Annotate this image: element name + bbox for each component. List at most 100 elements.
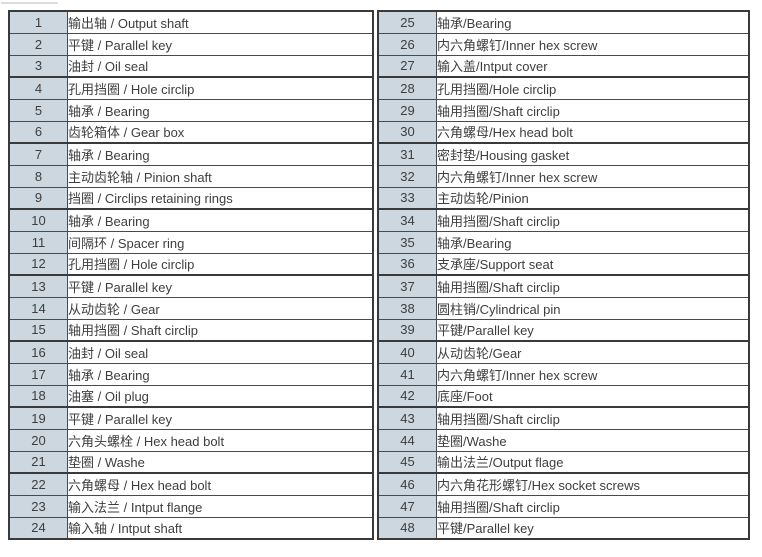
table-row: 37 轴用挡圈/Shaft circlip bbox=[377, 274, 750, 298]
table-row: 48 平键/Parallel key bbox=[377, 516, 750, 540]
part-description-cell: 垫圈/Washe bbox=[436, 428, 750, 452]
part-description-cell: 轴用挡圈/Shaft circlip bbox=[436, 98, 750, 122]
part-number-cell: 9 bbox=[8, 186, 68, 210]
part-number-cell: 17 bbox=[8, 362, 68, 386]
part-description-cell: 轴承/Bearing bbox=[436, 230, 750, 254]
part-number-cell: 28 bbox=[377, 76, 437, 100]
table-row: 42 底座/Foot bbox=[377, 384, 750, 408]
part-number-cell: 21 bbox=[8, 450, 68, 474]
table-row: 5 轴承 / Bearing bbox=[8, 98, 374, 122]
part-number-cell: 12 bbox=[8, 252, 68, 276]
top-left-artifact-line bbox=[1, 2, 58, 4]
part-number-cell: 14 bbox=[8, 296, 68, 320]
part-number-cell: 2 bbox=[8, 32, 68, 56]
part-description-cell: 内六角花形螺钉/Hex socket screws bbox=[436, 472, 750, 496]
table-row: 19 平键 / Parallel key bbox=[8, 406, 374, 430]
part-number-cell: 24 bbox=[8, 516, 68, 540]
table-row: 4 孔用挡圈 / Hole circlip bbox=[8, 76, 374, 100]
part-number-cell: 32 bbox=[377, 164, 437, 188]
part-description-cell: 轴用挡圈 / Shaft circlip bbox=[67, 318, 374, 342]
part-description-cell: 主动齿轮/Pinion bbox=[436, 186, 750, 210]
part-description-cell: 底座/Foot bbox=[436, 384, 750, 408]
part-number-cell: 8 bbox=[8, 164, 68, 188]
table-row: 39 平键/Parallel key bbox=[377, 318, 750, 342]
table-row: 33 主动齿轮/Pinion bbox=[377, 186, 750, 210]
part-description-cell: 平键/Parallel key bbox=[436, 516, 750, 540]
part-description-cell: 输入盖/Intput cover bbox=[436, 54, 750, 78]
part-description-cell: 孔用挡圈/Hole circlip bbox=[436, 76, 750, 100]
part-number-cell: 44 bbox=[377, 428, 437, 452]
table-row: 12 孔用挡圈 / Hole circlip bbox=[8, 252, 374, 276]
part-description-cell: 支承座/Support seat bbox=[436, 252, 750, 276]
part-number-cell: 6 bbox=[8, 120, 68, 144]
part-number-cell: 47 bbox=[377, 494, 437, 518]
table-row: 10 轴承 / Bearing bbox=[8, 208, 374, 232]
part-description-cell: 平键/Parallel key bbox=[436, 318, 750, 342]
part-number-cell: 38 bbox=[377, 296, 437, 320]
part-description-cell: 挡圈 / Circlips retaining rings bbox=[67, 186, 374, 210]
table-row: 47 轴用挡圈/Shaft circlip bbox=[377, 494, 750, 518]
parts-table-left-body: 1 输出轴 / Output shaft 2 平键 / Parallel key 3 油封… bbox=[8, 10, 374, 540]
part-description-cell: 平键 / Parallel key bbox=[67, 32, 374, 56]
table-row: 3 油封 / Oil seal bbox=[8, 54, 374, 78]
part-description-cell: 轴承/Bearing bbox=[436, 10, 750, 34]
part-number-cell: 10 bbox=[8, 208, 68, 232]
table-row: 30 六角螺母/Hex head bolt bbox=[377, 120, 750, 144]
part-number-cell: 20 bbox=[8, 428, 68, 452]
part-number-cell: 35 bbox=[377, 230, 437, 254]
part-description-cell: 六角螺母/Hex head bolt bbox=[436, 120, 750, 144]
table-row: 22 六角螺母 / Hex head bolt bbox=[8, 472, 374, 496]
table-row: 32 内六角螺钉/Inner hex screw bbox=[377, 164, 750, 188]
table-row: 45 输出法兰/Output flage bbox=[377, 450, 750, 474]
part-description-cell: 内六角螺钉/Inner hex screw bbox=[436, 32, 750, 56]
part-number-cell: 45 bbox=[377, 450, 437, 474]
part-number-cell: 26 bbox=[377, 32, 437, 56]
part-number-cell: 46 bbox=[377, 472, 437, 496]
part-description-cell: 平键 / Parallel key bbox=[67, 274, 374, 298]
part-description-cell: 油封 / Oil seal bbox=[67, 340, 374, 364]
table-row: 1 输出轴 / Output shaft bbox=[8, 10, 374, 34]
part-number-cell: 19 bbox=[8, 406, 68, 430]
part-number-cell: 41 bbox=[377, 362, 437, 386]
table-row: 36 支承座/Support seat bbox=[377, 252, 750, 276]
part-description-cell: 输出法兰/Output flage bbox=[436, 450, 750, 474]
part-number-cell: 7 bbox=[8, 142, 68, 166]
table-row: 14 从动齿轮 / Gear bbox=[8, 296, 374, 320]
part-description-cell: 六角螺母 / Hex head bolt bbox=[67, 472, 374, 496]
part-number-cell: 22 bbox=[8, 472, 68, 496]
part-number-cell: 13 bbox=[8, 274, 68, 298]
part-number-cell: 25 bbox=[377, 10, 437, 34]
part-description-cell: 密封垫/Housing gasket bbox=[436, 142, 750, 166]
part-number-cell: 3 bbox=[8, 54, 68, 78]
part-description-cell: 内六角螺钉/Inner hex screw bbox=[436, 362, 750, 386]
table-row: 17 轴承 / Bearing bbox=[8, 362, 374, 386]
table-row: 16 油封 / Oil seal bbox=[8, 340, 374, 364]
part-number-cell: 11 bbox=[8, 230, 68, 254]
table-row: 40 从动齿轮/Gear bbox=[377, 340, 750, 364]
part-description-cell: 轴用挡圈/Shaft circlip bbox=[436, 274, 750, 298]
part-number-cell: 30 bbox=[377, 120, 437, 144]
table-row: 20 六角头螺栓 / Hex head bolt bbox=[8, 428, 374, 452]
part-description-cell: 轴用挡圈/Shaft circlip bbox=[436, 406, 750, 430]
parts-table-left: 1 输出轴 / Output shaft 2 平键 / Parallel key 3 油封… bbox=[8, 10, 374, 540]
parts-table-right: 25 轴承/Bearing 26 内六角螺钉/Inner hex screw 27 输入盖… bbox=[377, 10, 750, 540]
part-number-cell: 48 bbox=[377, 516, 437, 540]
part-description-cell: 孔用挡圈 / Hole circlip bbox=[67, 252, 374, 276]
table-row: 26 内六角螺钉/Inner hex screw bbox=[377, 32, 750, 56]
part-description-cell: 轴承 / Bearing bbox=[67, 98, 374, 122]
table-row: 24 输入轴 / Intput shaft bbox=[8, 516, 374, 540]
table-row: 23 输入法兰 / Intput flange bbox=[8, 494, 374, 518]
part-description-cell: 齿轮箱体 / Gear box bbox=[67, 120, 374, 144]
part-number-cell: 18 bbox=[8, 384, 68, 408]
part-number-cell: 16 bbox=[8, 340, 68, 364]
part-description-cell: 孔用挡圈 / Hole circlip bbox=[67, 76, 374, 100]
part-description-cell: 垫圈 / Washe bbox=[67, 450, 374, 474]
part-description-cell: 输入法兰 / Intput flange bbox=[67, 494, 374, 518]
table-row: 9 挡圈 / Circlips retaining rings bbox=[8, 186, 374, 210]
part-description-cell: 轴用挡圈/Shaft circlip bbox=[436, 494, 750, 518]
part-description-cell: 内六角螺钉/Inner hex screw bbox=[436, 164, 750, 188]
part-number-cell: 15 bbox=[8, 318, 68, 342]
table-row: 46 内六角花形螺钉/Hex socket screws bbox=[377, 472, 750, 496]
table-row: 41 内六角螺钉/Inner hex screw bbox=[377, 362, 750, 386]
